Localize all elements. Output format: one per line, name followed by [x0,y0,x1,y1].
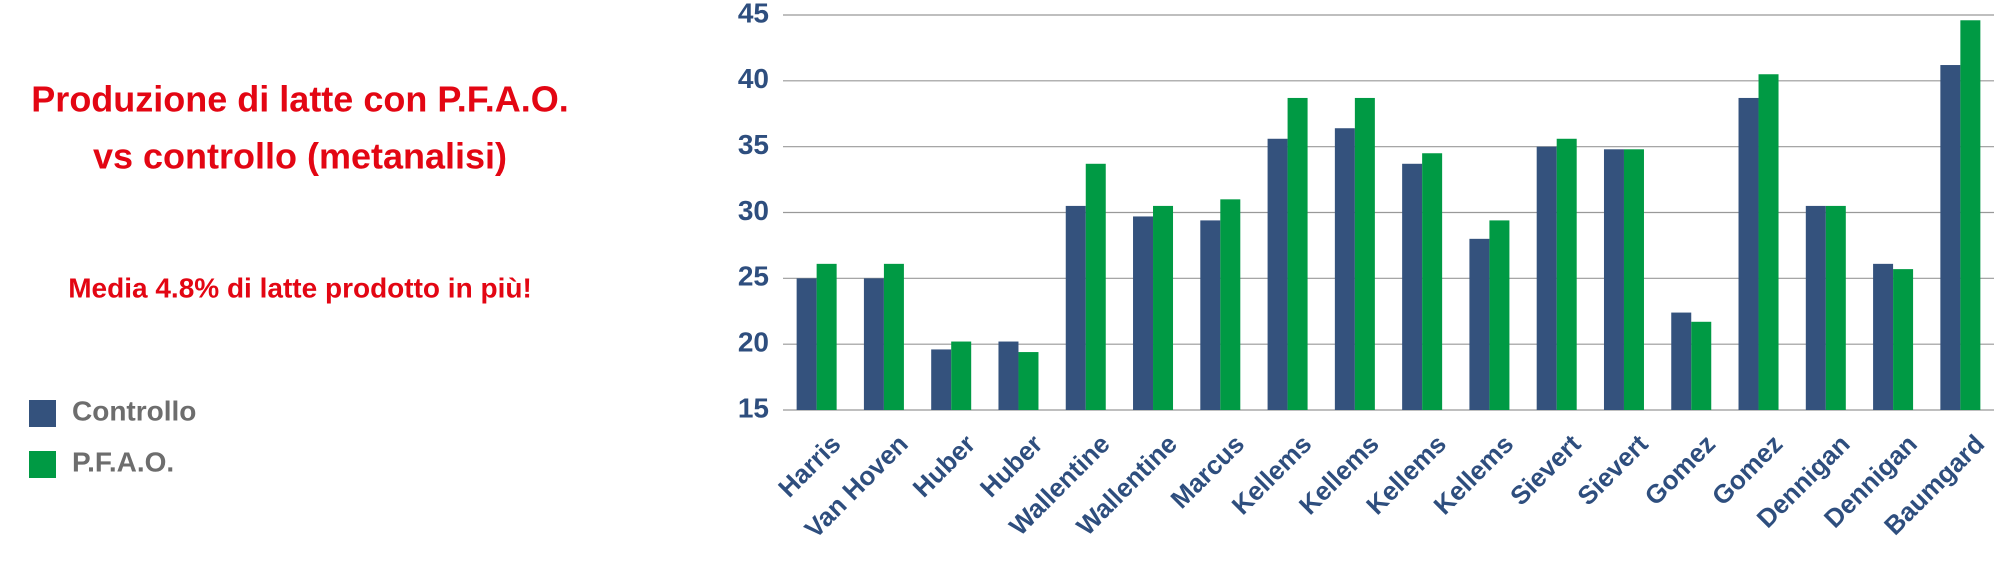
bar [1153,205,1174,410]
bar [931,349,952,410]
y-tick-label: 25 [738,261,769,292]
bar [1354,97,1375,410]
bar [883,263,904,410]
bar [1220,199,1241,410]
bar [1805,205,1826,410]
bar [998,341,1019,410]
bar [1287,97,1308,410]
legend-swatch [29,451,56,478]
chart-subtitle: Media 4.8% di latte prodotto in più! [68,272,532,303]
bar [863,278,884,410]
bar [1940,65,1961,411]
legend-label: Controllo [72,395,196,426]
y-tick-label: 20 [738,327,769,358]
x-tick-label: Huber [907,429,981,503]
bar [1536,146,1557,410]
chart-title: Produzione di latte con P.F.A.O. [31,79,568,120]
y-tick-label: 40 [738,63,769,94]
bar [816,263,837,410]
bar [1065,205,1086,410]
x-tick-label: Sievert [1571,428,1654,511]
bar [1960,20,1981,411]
legend-swatch [29,400,56,427]
bar [1738,97,1759,410]
bar [1691,321,1712,410]
bar [1402,163,1423,410]
bar [1623,149,1644,411]
x-tick-label: Gomez [1639,429,1722,512]
bar [1334,128,1355,410]
bar [1671,312,1692,410]
y-tick-label: 30 [738,195,769,226]
x-tick-label: Sievert [1504,428,1587,511]
legend-label: P.F.A.O. [72,446,174,477]
bar [1489,220,1510,410]
bar [1556,138,1577,410]
bar [1469,238,1490,410]
y-tick-label: 35 [738,129,769,160]
bar [1758,74,1779,410]
bar [951,341,972,410]
bar [1422,153,1443,410]
bar [1018,352,1039,410]
bar [1873,263,1894,410]
bar [1825,205,1846,410]
bar [1200,220,1221,410]
chart-title: vs controllo (metanalisi) [93,136,507,177]
bar [1267,138,1288,410]
bar [796,278,817,410]
bar [1133,216,1154,410]
bar [1893,269,1914,410]
bar [1085,163,1106,410]
bar [1603,149,1624,411]
y-tick-label: 45 [738,0,769,28]
y-tick-label: 15 [738,392,769,423]
